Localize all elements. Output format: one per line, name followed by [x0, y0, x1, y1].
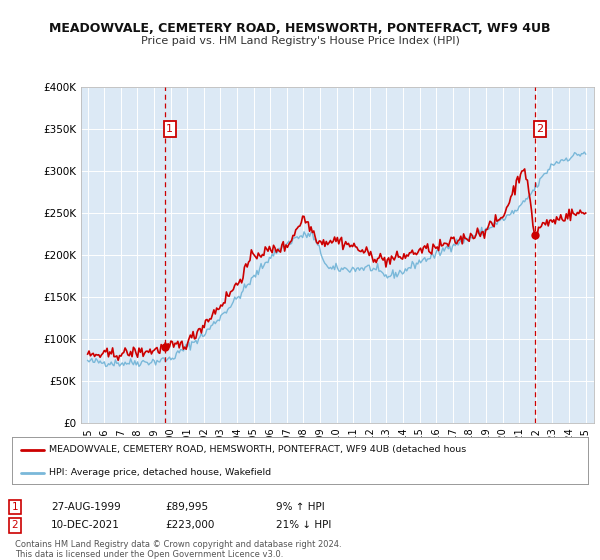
Text: £223,000: £223,000 — [165, 520, 214, 530]
Text: 21% ↓ HPI: 21% ↓ HPI — [276, 520, 331, 530]
Text: Price paid vs. HM Land Registry's House Price Index (HPI): Price paid vs. HM Land Registry's House … — [140, 36, 460, 46]
Text: 1: 1 — [166, 124, 173, 134]
Text: 1: 1 — [11, 502, 19, 512]
Text: This data is licensed under the Open Government Licence v3.0.: This data is licensed under the Open Gov… — [15, 550, 283, 559]
Text: 2: 2 — [11, 520, 19, 530]
Text: £89,995: £89,995 — [165, 502, 208, 512]
Text: 2: 2 — [536, 124, 544, 134]
Text: HPI: Average price, detached house, Wakefield: HPI: Average price, detached house, Wake… — [49, 468, 272, 477]
Text: MEADOWVALE, CEMETERY ROAD, HEMSWORTH, PONTEFRACT, WF9 4UB: MEADOWVALE, CEMETERY ROAD, HEMSWORTH, PO… — [49, 22, 551, 35]
Text: 27-AUG-1999: 27-AUG-1999 — [51, 502, 121, 512]
Text: MEADOWVALE, CEMETERY ROAD, HEMSWORTH, PONTEFRACT, WF9 4UB (detached hous: MEADOWVALE, CEMETERY ROAD, HEMSWORTH, PO… — [49, 445, 467, 454]
Text: Contains HM Land Registry data © Crown copyright and database right 2024.: Contains HM Land Registry data © Crown c… — [15, 540, 341, 549]
Text: 10-DEC-2021: 10-DEC-2021 — [51, 520, 120, 530]
Text: 9% ↑ HPI: 9% ↑ HPI — [276, 502, 325, 512]
